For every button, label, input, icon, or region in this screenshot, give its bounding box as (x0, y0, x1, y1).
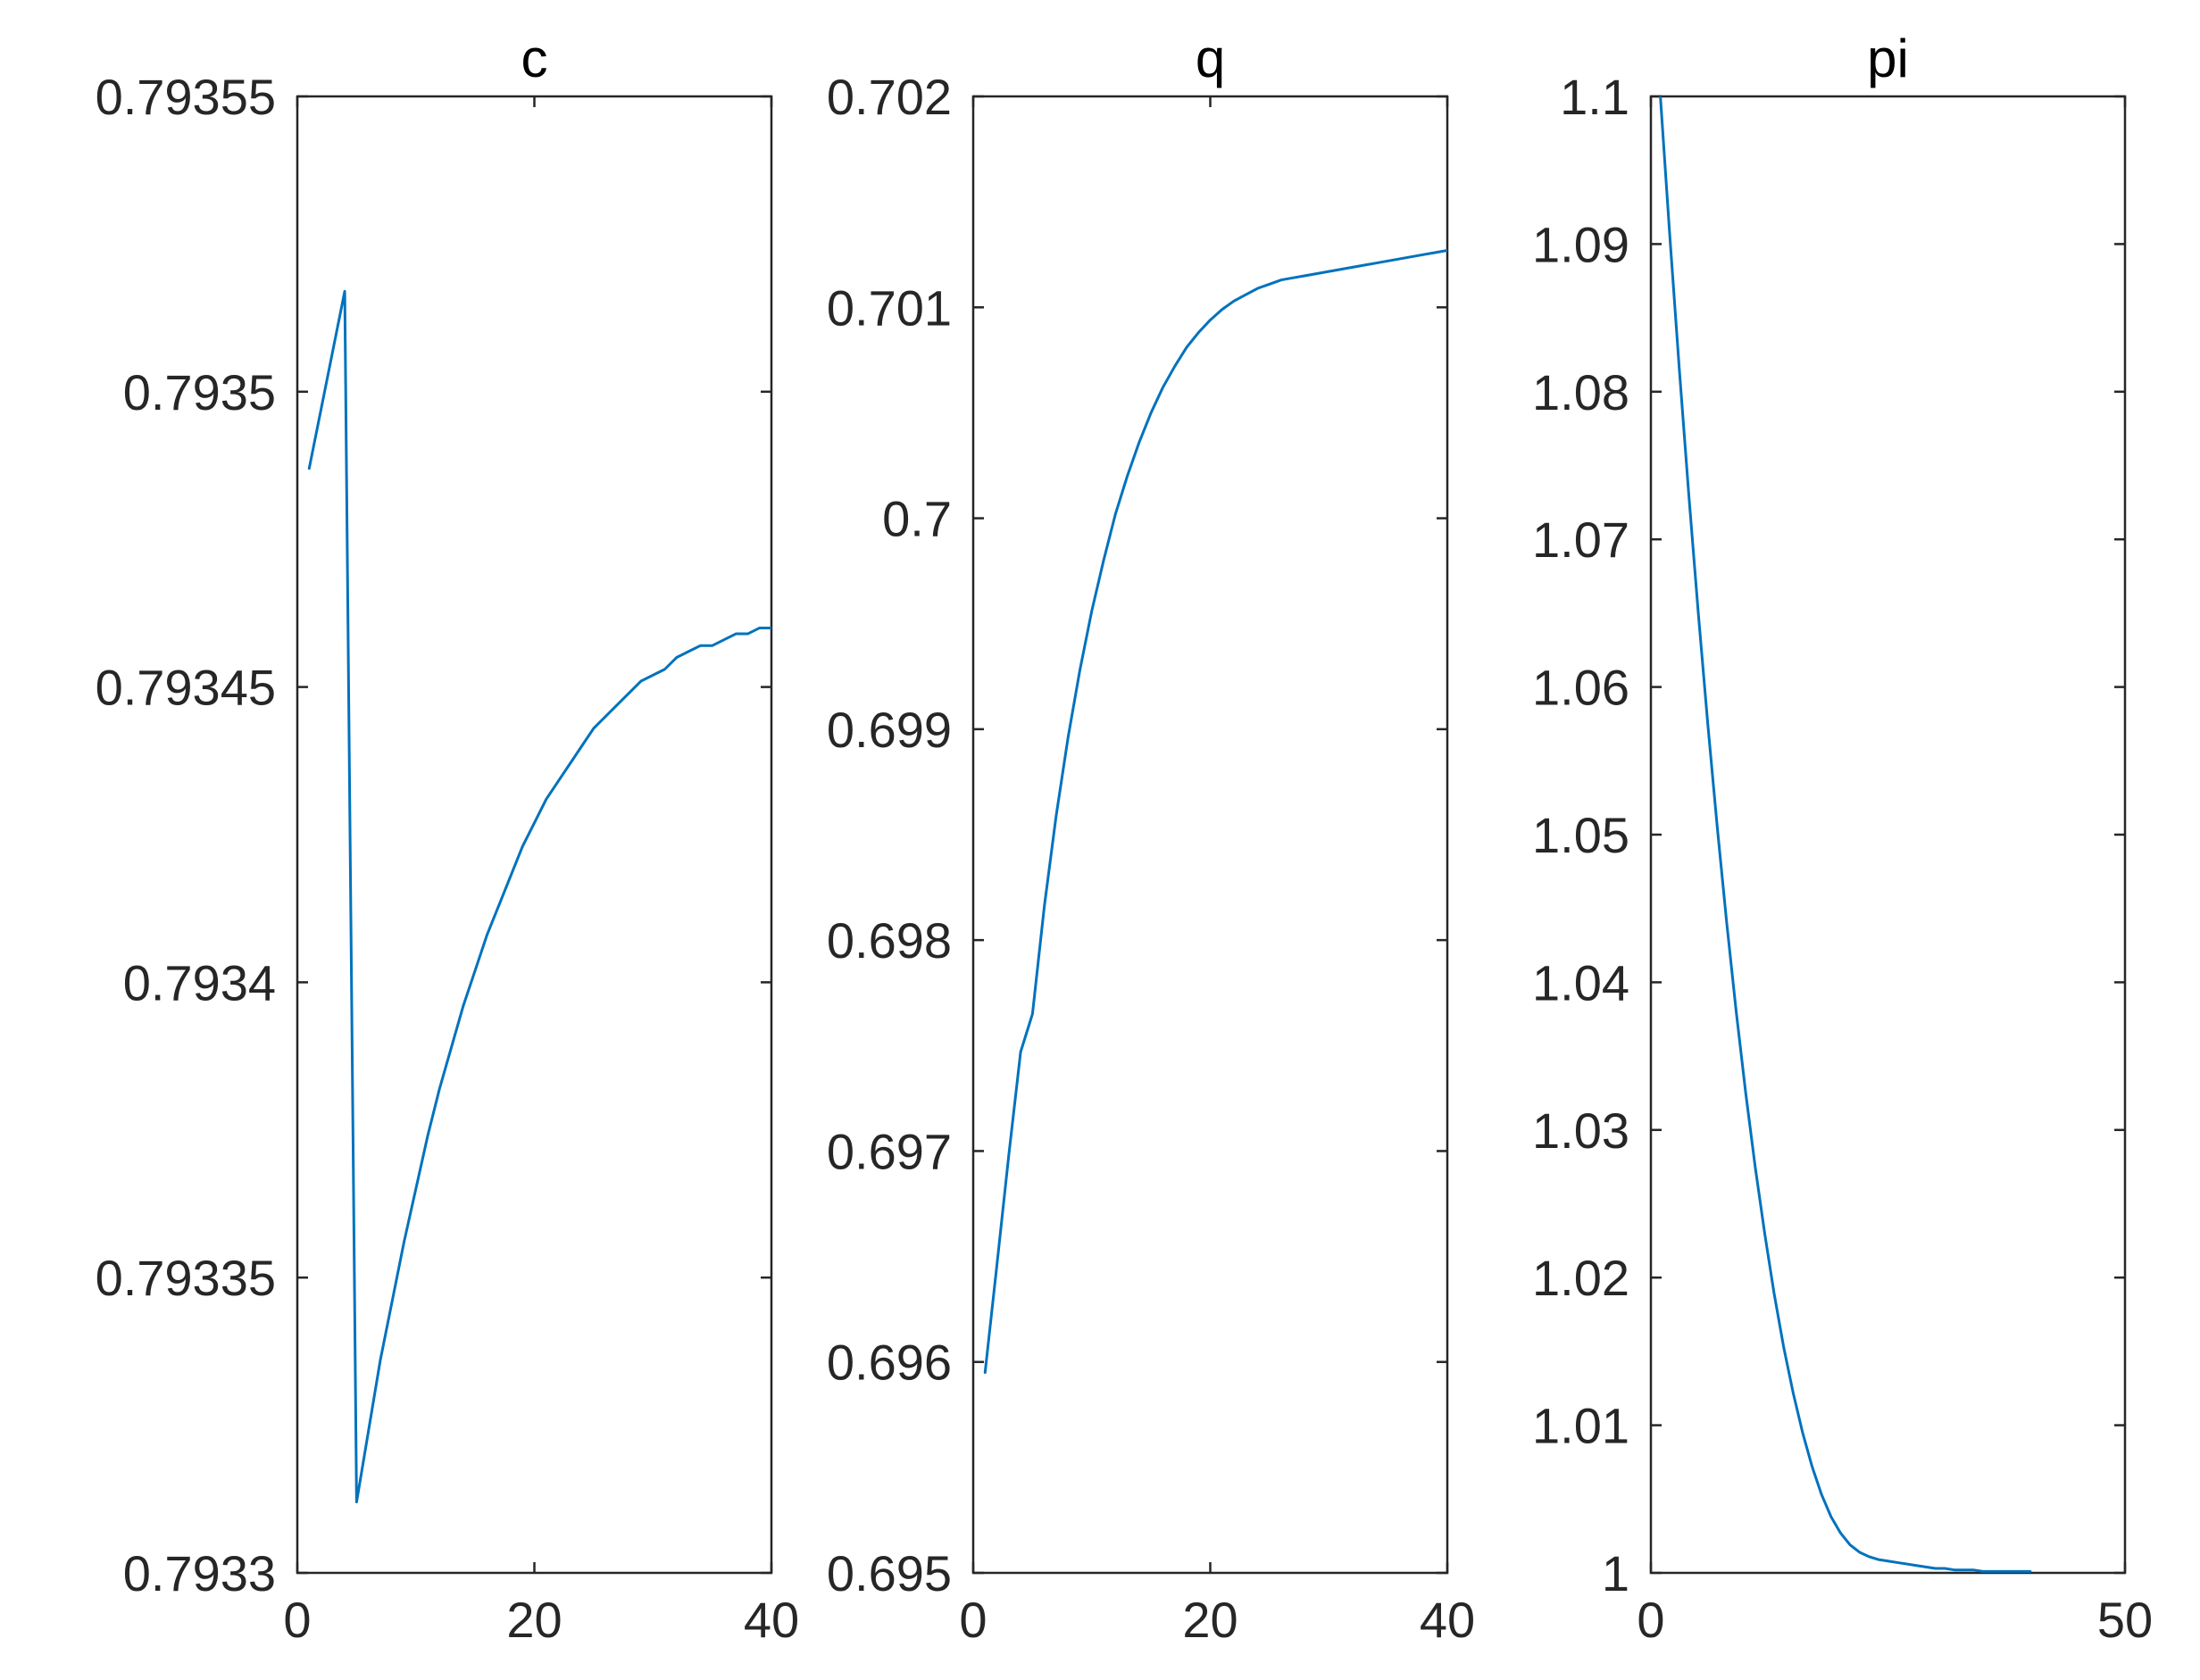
y-tick-label: 1.09 (1532, 216, 1629, 272)
subplot-title: c (521, 29, 548, 88)
y-tick-label: 0.696 (827, 1335, 952, 1391)
series-line-q (983, 248, 1447, 1375)
subplot-c: c 0 20 40 0.7933 0.79335 0.7934 0.79345 0.7935 0.… (96, 29, 800, 1648)
subplot-title: pi (1867, 29, 1909, 88)
y-tick-label: 1.06 (1532, 660, 1629, 716)
series-line-c (307, 289, 771, 1504)
x-tick-label: 20 (1182, 1592, 1238, 1648)
y-tick-label: 1 (1602, 1545, 1629, 1601)
y-tick-label: 0.7935 (123, 364, 276, 420)
y-tick-label: 0.7 (882, 491, 952, 547)
y-tick-label: 0.697 (827, 1123, 952, 1179)
x-tick-label: 0 (283, 1592, 311, 1648)
y-tick-label: 1.04 (1532, 954, 1629, 1010)
y-tick-label: 1.07 (1532, 511, 1629, 568)
x-tick-label: 0 (1637, 1592, 1664, 1648)
x-tick-label: 20 (506, 1592, 562, 1648)
y-tick-label: 0.702 (827, 69, 952, 125)
y-tick-label: 1.03 (1532, 1102, 1629, 1159)
y-tick-label: 1.05 (1532, 807, 1629, 863)
axes-box (296, 95, 773, 1575)
y-tick-label: 1.1 (1560, 69, 1629, 125)
y-tick-label: 1.08 (1532, 364, 1629, 420)
x-tick-label: 40 (744, 1592, 799, 1648)
y-tick-label: 0.79345 (96, 660, 276, 716)
axes-box (1649, 95, 2127, 1575)
y-tick-label: 0.79355 (96, 69, 276, 125)
subplot-pi: pi 0 50 1 1.01 1.02 1.03 1.04 1.05 1.06 1.07 1.08 1.… (1532, 29, 2153, 1648)
x-tick-label: 40 (1420, 1592, 1475, 1648)
y-tick-label: 0.698 (827, 912, 952, 969)
x-tick-label: 0 (959, 1592, 987, 1648)
series-line-pi (1659, 96, 2032, 1573)
axes-box (971, 95, 1449, 1575)
y-tick-label: 1.02 (1532, 1250, 1629, 1306)
y-tick-label: 0.7933 (123, 1545, 276, 1601)
y-tick-label: 1.01 (1532, 1398, 1629, 1454)
y-tick-label: 0.79335 (96, 1250, 276, 1306)
y-tick-label: 0.701 (827, 279, 952, 336)
y-tick-label: 0.7934 (123, 954, 276, 1010)
x-tick-label: 50 (2097, 1592, 2153, 1648)
y-tick-label: 0.695 (827, 1545, 952, 1601)
subplot-q: q 0 20 40 0.695 0.696 0.697 0.698 0.699 0.7 0.701 0… (827, 29, 1475, 1648)
y-tick-label: 0.699 (827, 702, 952, 758)
subplot-title: q (1196, 29, 1225, 88)
